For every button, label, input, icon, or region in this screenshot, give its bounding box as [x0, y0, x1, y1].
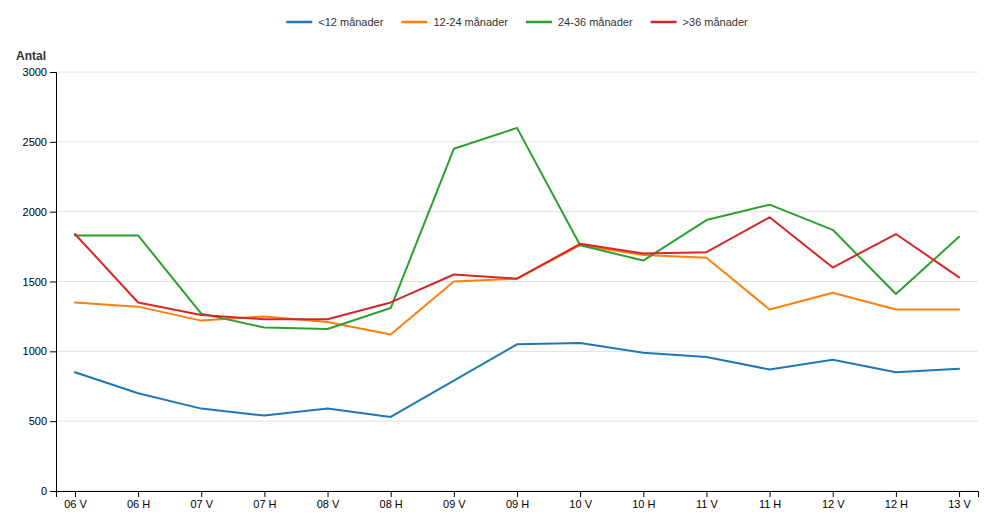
x-tick: 07 V: [190, 491, 213, 510]
y-tick: 0: [41, 485, 56, 497]
y-axis-line: [50, 73, 57, 492]
x-tick: 10 H: [632, 491, 655, 510]
y-tick-mark: [50, 212, 56, 213]
y-tick-mark: [50, 491, 56, 492]
y-tick-mark: [50, 421, 56, 422]
series-group: [75, 128, 959, 417]
x-tick-mark: [959, 491, 960, 497]
x-tick-mark: [517, 491, 518, 497]
x-tick: 13 V: [948, 491, 971, 510]
x-tick-mark: [643, 491, 644, 497]
x-tick: 06 V: [64, 491, 87, 510]
x-tick-label: 06 V: [64, 498, 87, 510]
x-tick: 08 V: [317, 491, 340, 510]
y-tick: 2000: [23, 206, 56, 218]
legend-swatch: [526, 21, 552, 24]
x-tick: 11 H: [759, 491, 781, 510]
grid-line: [56, 351, 978, 352]
legend-label: <12 månader: [318, 16, 383, 28]
x-tick-mark: [75, 491, 76, 497]
x-tick-mark: [454, 491, 455, 497]
y-tick-mark: [50, 142, 56, 143]
y-tick: 2500: [23, 136, 56, 148]
x-tick-mark: [770, 491, 771, 497]
x-tick-label: 10 V: [569, 498, 592, 510]
y-tick-mark: [50, 282, 56, 283]
x-tick-label: 08 V: [317, 498, 340, 510]
grid-line: [56, 421, 978, 422]
x-axis: 06 V 06 H 07 V 07 H 08 V 08 H 09 V 09 H 10 V 10 H…: [57, 491, 979, 510]
y-axis-title: Antal: [16, 49, 46, 63]
x-tick-mark: [201, 491, 202, 497]
x-tick: 11 V: [696, 491, 718, 510]
y-tick: 1500: [23, 276, 56, 288]
series-line: [75, 217, 959, 319]
y-axis: 0 500 1000 1500 2000 2500 3000: [23, 66, 57, 497]
y-tick-label: 1000: [23, 345, 47, 357]
x-tick-mark: [328, 491, 329, 497]
x-tick-label: 07 H: [253, 498, 276, 510]
x-tick-mark: [580, 491, 581, 497]
y-tick-label: 2000: [23, 206, 47, 218]
x-tick: 09 V: [443, 491, 466, 510]
grid-line: [56, 211, 978, 212]
x-tick-label: 06 H: [127, 498, 150, 510]
grid-line: [56, 72, 978, 73]
y-tick: 1000: [23, 345, 56, 357]
series-line: [75, 128, 959, 329]
grid-line: [56, 141, 978, 142]
legend-swatch: [286, 21, 312, 24]
grid: [56, 72, 978, 491]
y-tick-mark: [50, 351, 56, 352]
x-tick-label: 11 V: [696, 498, 718, 510]
legend-swatch: [401, 21, 427, 24]
legend: <12 månader 12-24 månader 24-36 månader >36…: [286, 16, 748, 28]
x-tick: 06 H: [127, 491, 150, 510]
x-tick: 09 H: [506, 491, 529, 510]
x-tick-label: 08 H: [380, 498, 403, 510]
chart-svg: 0 500 1000 1500 2000 2500 3000 06 V 06 H 07 V 07 H…: [0, 0, 1002, 527]
x-tick: 08 H: [380, 491, 403, 510]
legend-label: 12-24 månader: [433, 16, 508, 28]
x-tick: 10 V: [569, 491, 592, 510]
x-tick-mark: [391, 491, 392, 497]
y-tick-mark: [50, 72, 56, 73]
x-tick-mark: [138, 491, 139, 497]
legend-item: 24-36 månader: [526, 16, 633, 28]
x-tick-mark: [264, 491, 265, 497]
y-tick-label: 3000: [23, 66, 47, 78]
x-tick-mark: [896, 491, 897, 497]
y-tick-label: 0: [41, 485, 47, 497]
legend-label: >36 månader: [683, 16, 748, 28]
y-tick-label: 500: [29, 415, 47, 427]
series-line: [75, 245, 959, 334]
x-tick-label: 10 H: [632, 498, 655, 510]
x-tick-label: 09 H: [506, 498, 529, 510]
series-line: [75, 343, 959, 417]
x-tick-label: 07 V: [190, 498, 213, 510]
y-tick-label: 1500: [23, 276, 47, 288]
plot-area: 0 500 1000 1500 2000 2500 3000 06 V 06 H 07 V 07 H…: [23, 66, 979, 510]
legend-swatch: [651, 21, 677, 24]
legend-item: <12 månader: [286, 16, 383, 28]
x-tick-mark: [706, 491, 707, 497]
y-tick-label: 2500: [23, 136, 47, 148]
legend-label: 24-36 månader: [558, 16, 633, 28]
grid-line: [56, 281, 978, 282]
chart-container: 0 500 1000 1500 2000 2500 3000 06 V 06 H 07 V 07 H…: [0, 0, 1002, 527]
x-axis-line: [57, 492, 979, 498]
x-tick-label: 13 V: [948, 498, 971, 510]
legend-item: >36 månader: [651, 16, 748, 28]
x-tick: 12 H: [885, 491, 908, 510]
y-tick: 3000: [23, 66, 56, 78]
x-tick-mark: [833, 491, 834, 497]
legend-item: 12-24 månader: [401, 16, 508, 28]
x-tick-label: 12 V: [822, 498, 845, 510]
x-tick: 07 H: [253, 491, 276, 510]
x-tick: 12 V: [822, 491, 845, 510]
x-tick-label: 12 H: [885, 498, 908, 510]
x-tick-label: 11 H: [759, 498, 781, 510]
y-tick: 500: [29, 415, 56, 427]
x-tick-label: 09 V: [443, 498, 466, 510]
